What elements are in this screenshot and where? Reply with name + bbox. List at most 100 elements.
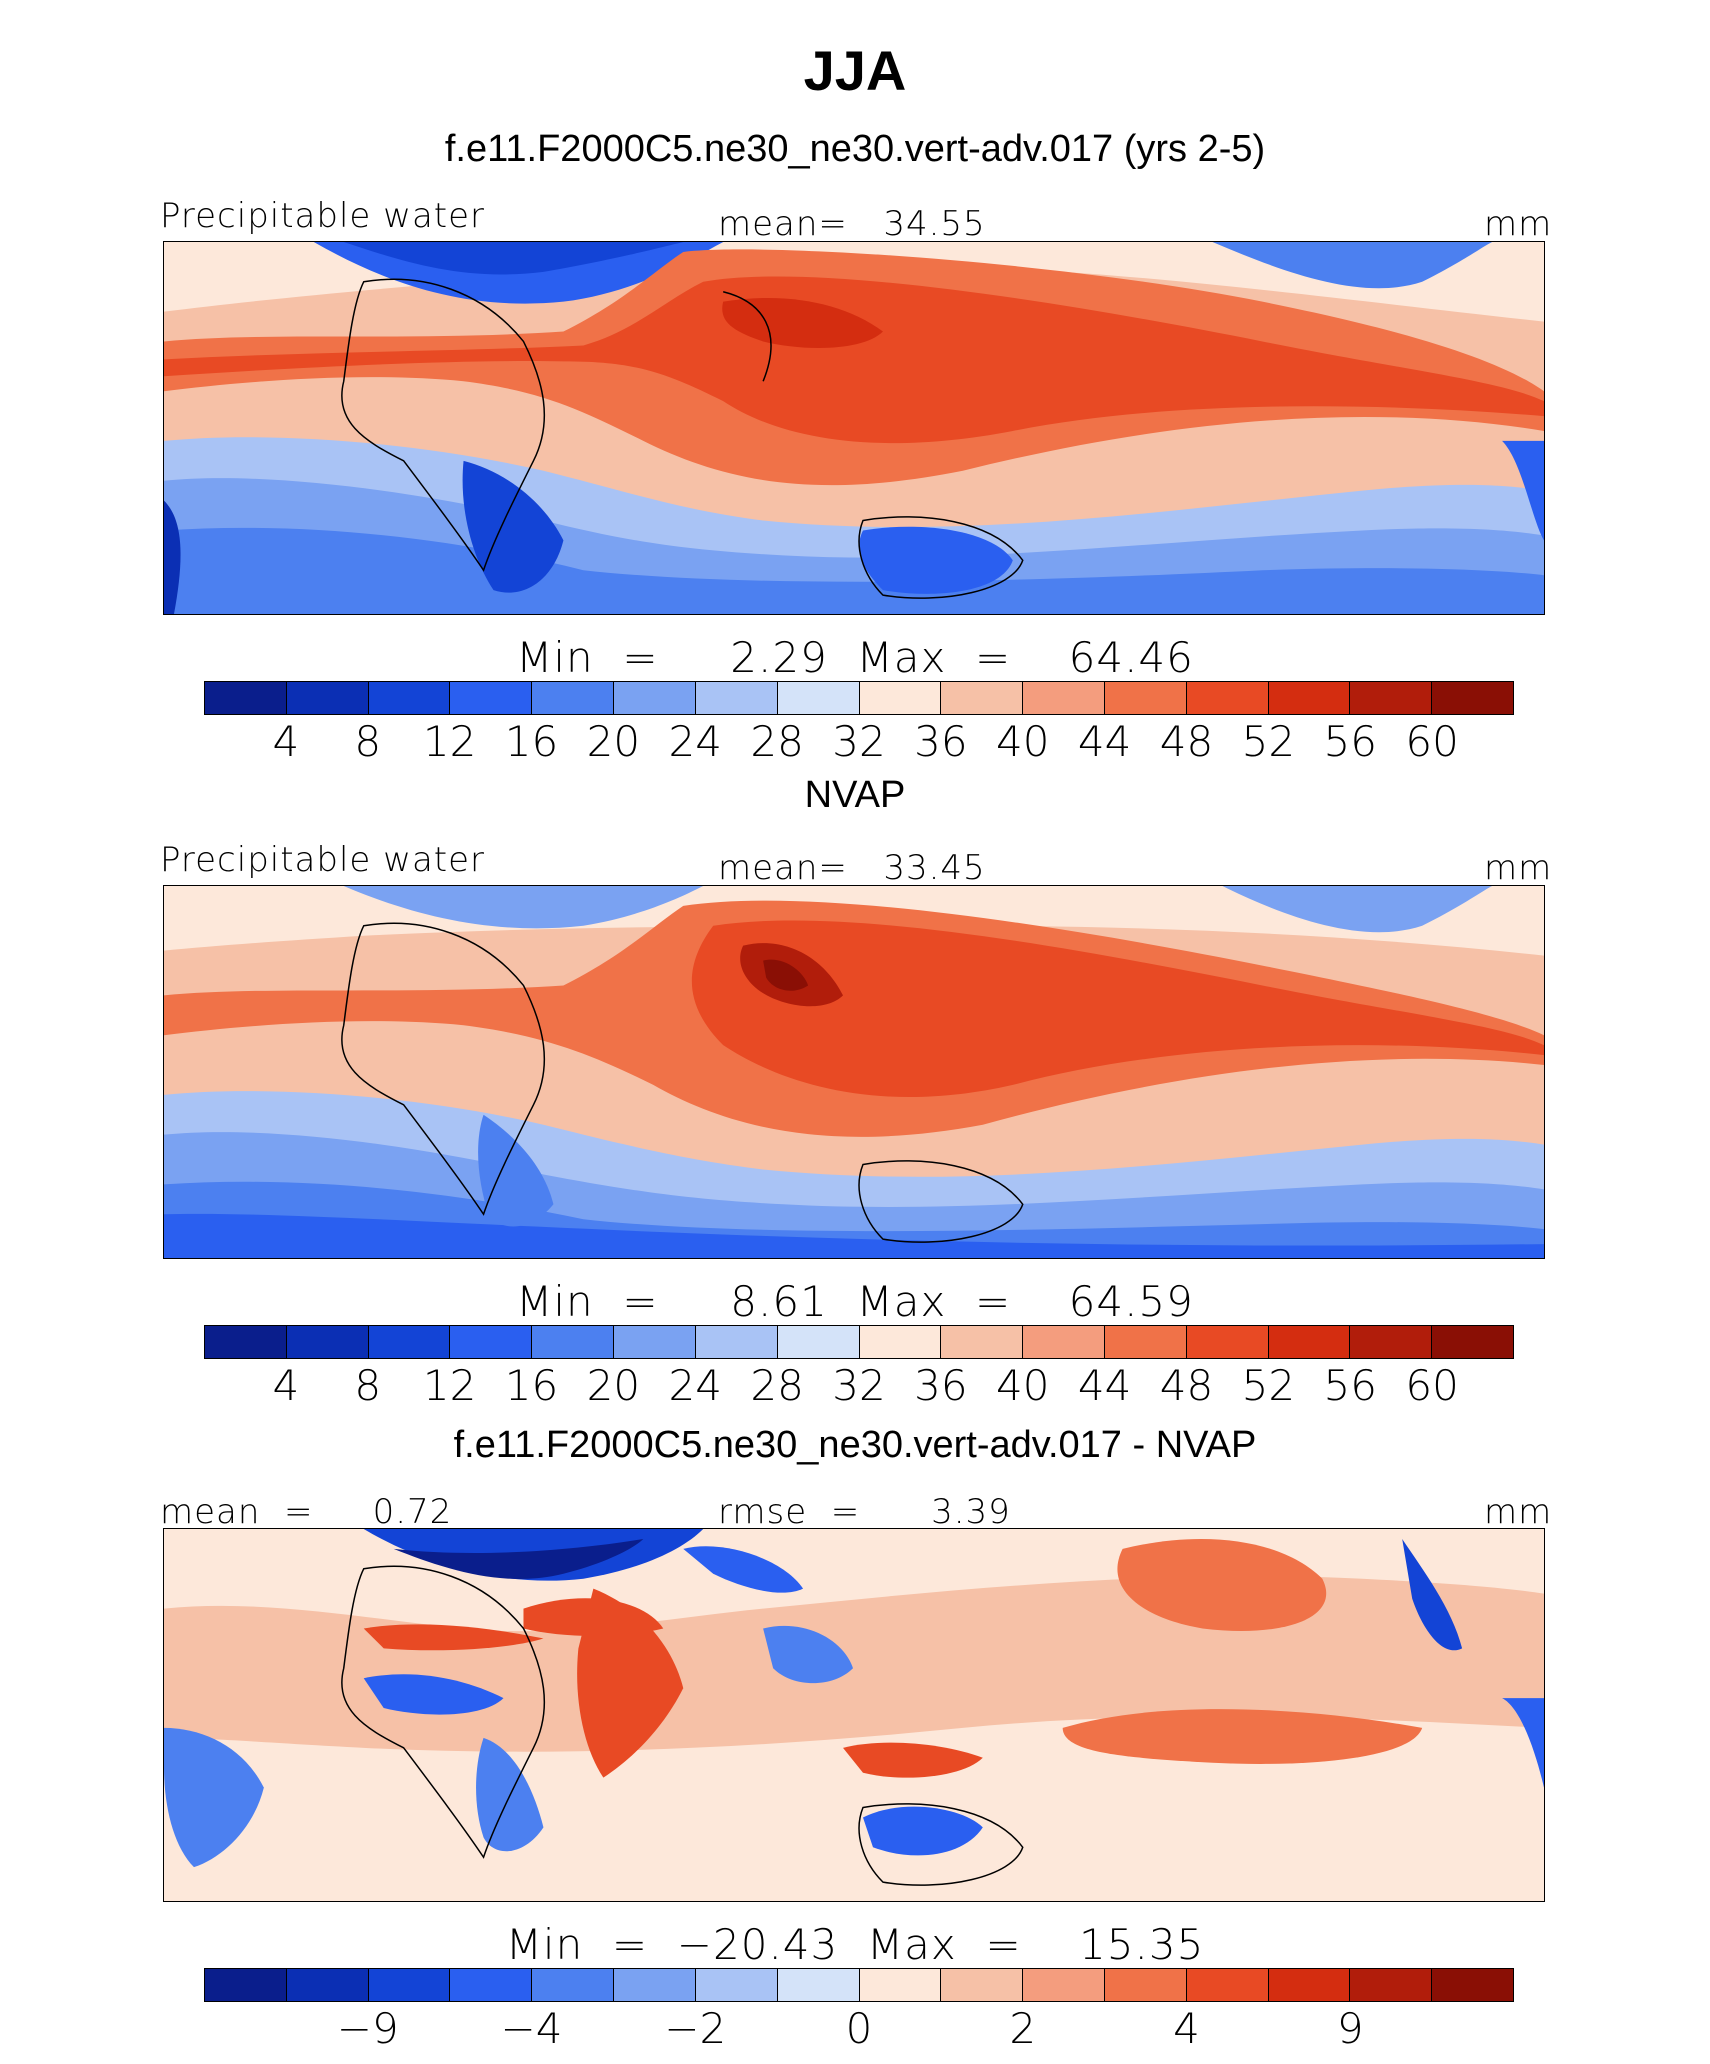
colorbar-box xyxy=(205,1326,287,1358)
colorbar-tick-label: 48 xyxy=(1159,717,1214,766)
colorbar-tick-label: 20 xyxy=(586,1361,641,1410)
colorbar-box xyxy=(859,1969,942,2001)
main-title: JJA xyxy=(803,39,907,102)
colorbar-box xyxy=(1186,682,1269,714)
panel-3-colorbar-ticks: −9 −4 −2 0 2 4 9 xyxy=(204,2004,1514,2053)
colorbar-tick-label: 52 xyxy=(1241,1361,1296,1410)
panel-2-mean-label: mean= 33.45 xyxy=(718,848,986,888)
colorbar-tick-label: 56 xyxy=(1323,717,1377,766)
colorbar-box xyxy=(1268,1326,1351,1358)
colorbar-tick-label: 24 xyxy=(668,717,722,766)
colorbar-tick-label: 32 xyxy=(832,1361,886,1410)
panel-3-header: f.e11.F2000C5.ne30_ne30.vert-adv.017 - N… xyxy=(453,1424,1257,1466)
panel-2-variable-label: Precipitable water xyxy=(160,840,486,880)
colorbar-box xyxy=(695,682,778,714)
panel-2-header: NVAP xyxy=(804,774,906,816)
colorbar-tick-label: 12 xyxy=(422,717,477,766)
colorbar-box xyxy=(450,682,533,714)
colorbar-box xyxy=(695,1969,778,2001)
colorbar-box xyxy=(614,682,696,714)
colorbar-tick-label: 32 xyxy=(832,717,886,766)
colorbar-box xyxy=(614,1969,696,2001)
colorbar-box xyxy=(1104,1326,1187,1358)
colorbar-box xyxy=(941,1326,1024,1358)
colorbar-tick-label: 12 xyxy=(422,1361,477,1410)
panel-3-map xyxy=(163,1528,1545,1902)
colorbar-box xyxy=(614,1326,696,1358)
colorbar-box xyxy=(1350,682,1433,714)
colorbar-box xyxy=(941,1969,1024,2001)
colorbar-box xyxy=(368,1969,451,2001)
colorbar-tick-label: −4 xyxy=(500,2004,563,2053)
colorbar-box xyxy=(1432,682,1513,714)
colorbar-box xyxy=(1104,682,1187,714)
colorbar-tick-label: 60 xyxy=(1405,1361,1459,1410)
colorbar-tick-label: 4 xyxy=(272,717,300,766)
colorbar-box xyxy=(1104,1969,1187,2001)
colorbar-tick-label: 8 xyxy=(354,1361,382,1410)
panel-2-colorbar-ticks: 4 8 12 16 20 24 28 32 36 40 44 48 52 56 60 xyxy=(204,1361,1514,1410)
colorbar-tick-label: 28 xyxy=(750,1361,804,1410)
panel-2-map xyxy=(163,885,1545,1259)
colorbar-box xyxy=(368,682,451,714)
colorbar-box xyxy=(1023,682,1105,714)
panel-3-minmax: Min = −20.43 Max = 15.35 xyxy=(505,1920,1205,1969)
colorbar-tick-label: 48 xyxy=(1159,1361,1214,1410)
colorbar-box xyxy=(1350,1969,1433,2001)
colorbar-tick-label: 36 xyxy=(914,1361,968,1410)
colorbar-tick-label: 4 xyxy=(272,1361,300,1410)
colorbar-box xyxy=(1186,1326,1269,1358)
colorbar-box xyxy=(777,1326,860,1358)
panel-3-contour-map xyxy=(164,1529,1544,1901)
colorbar-box xyxy=(1432,1969,1513,2001)
panel-1-variable-label: Precipitable water xyxy=(160,196,486,236)
panel-1-colorbar-ticks: 4 8 12 16 20 24 28 32 36 40 44 48 52 56 60 xyxy=(204,717,1514,766)
colorbar-tick-label: −2 xyxy=(664,2004,727,2053)
colorbar-tick-label: 44 xyxy=(1077,717,1132,766)
colorbar-box xyxy=(859,682,942,714)
panel-1-minmax: Min = 2.29 Max = 64.46 xyxy=(516,633,1194,682)
colorbar-tick-label: 2 xyxy=(1009,2004,1037,2053)
panel-1-contour-map xyxy=(164,242,1544,614)
colorbar-box xyxy=(1268,1969,1351,2001)
colorbar-box xyxy=(532,682,615,714)
colorbar-tick-label: 56 xyxy=(1323,1361,1377,1410)
colorbar-tick-label: 9 xyxy=(1336,2004,1364,2053)
colorbar-box xyxy=(1268,682,1351,714)
colorbar-tick-label: 8 xyxy=(354,717,382,766)
colorbar-box xyxy=(205,682,287,714)
panel-3-rmse-label: rmse = 3.39 xyxy=(718,1492,1011,1532)
panel-2-contour-map xyxy=(164,886,1544,1258)
colorbar-tick-label: 16 xyxy=(504,717,559,766)
colorbar-tick-label: 36 xyxy=(914,717,968,766)
panel-1-units-label: mm xyxy=(1484,204,1553,244)
colorbar-box xyxy=(941,682,1024,714)
colorbar-box xyxy=(286,1969,369,2001)
panel-1-colorbar xyxy=(204,681,1514,715)
panel-3-colorbar xyxy=(204,1968,1514,2002)
colorbar-box xyxy=(286,682,369,714)
panel-3-mean-label: mean = 0.72 xyxy=(160,1492,453,1532)
colorbar-tick-label: 60 xyxy=(1405,717,1459,766)
colorbar-tick-label: 52 xyxy=(1241,717,1296,766)
colorbar-tick-label: 40 xyxy=(996,717,1050,766)
colorbar-box xyxy=(450,1969,533,2001)
panel-2-colorbar xyxy=(204,1325,1514,1359)
colorbar-tick-label: 28 xyxy=(750,717,804,766)
colorbar-box xyxy=(777,1969,860,2001)
panel-1-map xyxy=(163,241,1545,615)
panel-1-header: f.e11.F2000C5.ne30_ne30.vert-adv.017 (yr… xyxy=(444,128,1266,170)
colorbar-box xyxy=(450,1326,533,1358)
colorbar-box xyxy=(859,1326,942,1358)
colorbar-box xyxy=(368,1326,451,1358)
colorbar-tick-label: 0 xyxy=(845,2004,873,2053)
panel-1-mean-label: mean= 34.55 xyxy=(718,204,986,244)
colorbar-tick-label: 16 xyxy=(504,1361,559,1410)
colorbar-tick-label: −9 xyxy=(336,2004,399,2053)
colorbar-box xyxy=(1023,1326,1105,1358)
colorbar-box xyxy=(205,1969,287,2001)
colorbar-box xyxy=(1350,1326,1433,1358)
colorbar-box xyxy=(532,1969,615,2001)
colorbar-box xyxy=(532,1326,615,1358)
panel-2-units-label: mm xyxy=(1484,848,1553,888)
